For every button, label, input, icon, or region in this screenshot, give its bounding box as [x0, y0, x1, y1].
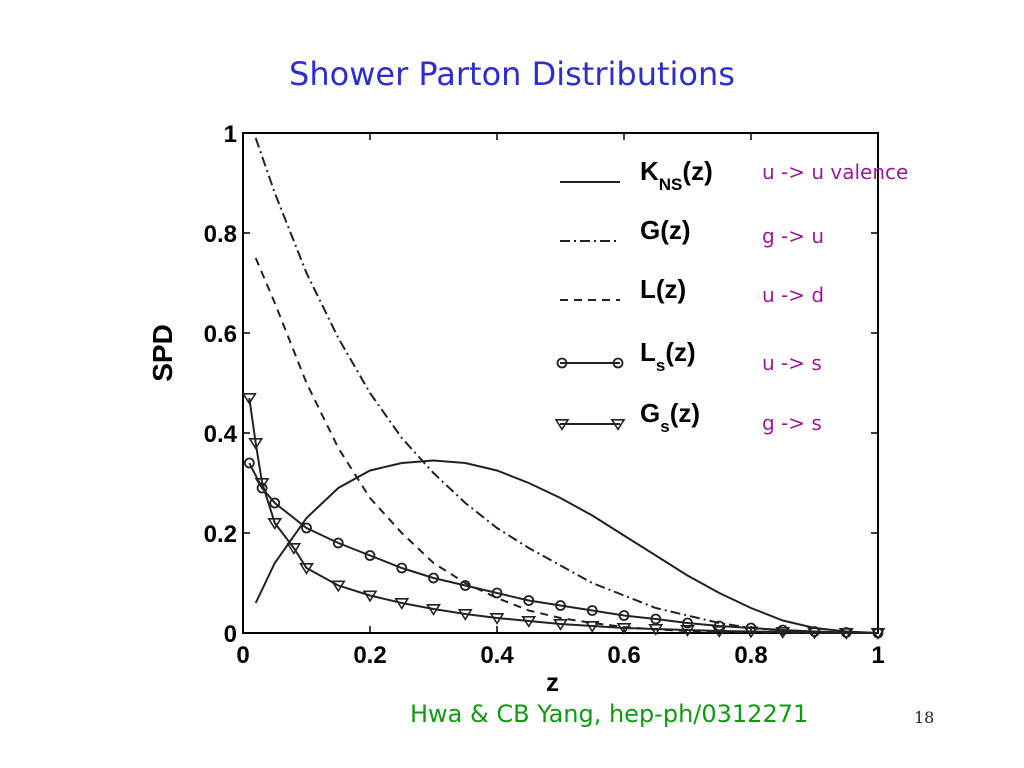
y-tick-label: 0	[224, 621, 237, 648]
legend-label: Gs(z)	[640, 398, 700, 436]
legend-desc-u-u-valence: u -> u valence	[762, 160, 909, 184]
x-tick-label: 0.4	[480, 642, 514, 669]
series-point	[870, 627, 886, 640]
legend-label: G(z)	[640, 215, 691, 245]
legend-desc-u-d: u -> d	[762, 283, 825, 307]
series-point	[523, 595, 535, 606]
series-point	[457, 608, 473, 621]
series-point	[248, 437, 264, 450]
series-g-z-	[254, 137, 878, 634]
series-point	[775, 626, 791, 639]
y-axis-label: SPD	[147, 324, 178, 382]
legend-swatch-marker	[556, 357, 568, 369]
series-line	[254, 137, 878, 634]
series-line	[254, 257, 878, 634]
x-tick-label: 1	[871, 642, 884, 669]
page-number: 18	[914, 708, 935, 727]
x-tick-label: 0	[236, 642, 249, 669]
plot-frame	[242, 132, 879, 634]
series-point	[241, 392, 257, 405]
x-tick-label: 0.8	[734, 642, 767, 669]
series-point	[586, 605, 598, 616]
legend-swatch-marker	[612, 357, 624, 369]
series-l-s-z-	[248, 462, 879, 634]
y-tick-label: 0.8	[204, 221, 237, 248]
series-point	[648, 623, 664, 636]
series-point	[364, 550, 376, 561]
legend-desc-g-u: g -> u	[762, 224, 825, 248]
series-point	[330, 580, 346, 593]
series-point	[521, 615, 537, 628]
series-point	[682, 617, 693, 629]
series-l-z-	[254, 257, 878, 634]
series-line	[254, 459, 879, 634]
series-k-ns-z-	[254, 459, 879, 634]
x-axis-label: z	[546, 667, 559, 697]
series-point	[301, 522, 312, 534]
series-point	[243, 457, 255, 469]
legend-label: KNS(z)	[640, 156, 713, 194]
series-point	[616, 622, 632, 635]
series-point	[807, 627, 822, 640]
y-tick-label: 0.4	[204, 421, 238, 448]
series-point	[362, 590, 378, 603]
series-point	[618, 610, 630, 621]
series-point	[680, 624, 695, 637]
series-point	[650, 613, 662, 625]
slide-title: Shower Parton Distributions	[289, 55, 735, 93]
series-point	[555, 600, 566, 611]
series-point	[254, 477, 270, 490]
series-point	[286, 542, 302, 555]
series-point	[838, 627, 854, 640]
series-point	[394, 597, 410, 610]
series-point	[584, 620, 600, 633]
series-point	[267, 517, 283, 530]
legend-label: L(z)	[640, 274, 686, 304]
series-point	[269, 497, 281, 509]
legend-label: Ls(z)	[640, 337, 696, 375]
legend-desc-g-s: g -> s	[762, 411, 822, 435]
series-point	[332, 537, 344, 549]
series-point	[491, 587, 503, 599]
series-point	[553, 618, 568, 631]
series-line	[248, 462, 879, 634]
series-point	[299, 562, 314, 575]
legend-swatch-marker	[610, 418, 626, 431]
y-tick-label: 0.6	[204, 321, 237, 348]
y-tick-label: 0.2	[204, 521, 237, 548]
legend-desc-u-s: u -> s	[762, 351, 822, 375]
x-tick-label: 0.6	[607, 642, 640, 669]
x-tick-label: 0.2	[353, 642, 386, 669]
legend-swatch-marker	[554, 418, 570, 431]
series-point	[426, 603, 441, 616]
series-point	[459, 580, 471, 591]
series-point	[489, 612, 505, 625]
series-point	[743, 626, 759, 639]
series-point	[396, 562, 408, 574]
series-point	[428, 572, 439, 584]
attribution-text: Hwa & CB Yang, hep-ph/0312271	[410, 700, 809, 728]
y-tick-label: 1	[224, 121, 237, 148]
series-point	[711, 625, 727, 638]
